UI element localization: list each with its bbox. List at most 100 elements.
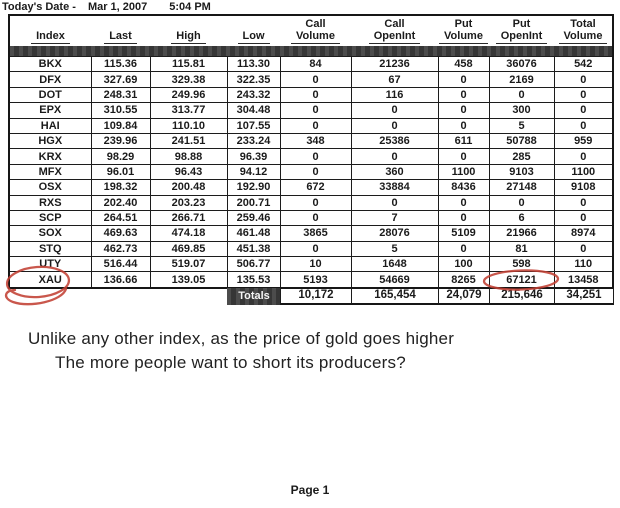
table-row: DFX 327.69 329.38 322.35 0 67 0 2169 0	[8, 71, 614, 88]
totals-row: Totals 10,172 165,454 24,079 215,646 34,…	[227, 288, 614, 305]
value-cell: 36076	[488, 55, 555, 73]
value-cell: 0	[437, 86, 490, 104]
value-cell: 54669	[350, 271, 439, 289]
value-cell: 611	[437, 132, 490, 150]
value-cell: 0	[553, 194, 614, 211]
col-header-put-volume-label: Volume	[439, 30, 488, 44]
options-data-table: Call Call Put Put Total Index Last High …	[8, 14, 614, 289]
header-spacer	[9, 15, 91, 30]
date-label: Today's Date -	[2, 1, 76, 13]
table-row: HGX 239.96 241.51 233.24 348 25386 611 50788 959	[8, 132, 614, 150]
value-cell: 0	[279, 86, 352, 104]
index-cell: KRX	[8, 148, 92, 165]
value-cell: 285	[488, 148, 555, 165]
value-cell: 5	[488, 117, 555, 134]
value-cell: 0	[279, 117, 352, 134]
value-cell: 116	[350, 86, 439, 104]
value-cell: 113.30	[226, 55, 281, 73]
value-cell: 0	[488, 194, 555, 211]
col-header-put-openint: OpenInt	[489, 30, 554, 46]
value-cell: 96.39	[226, 148, 281, 165]
value-cell: 0	[553, 117, 614, 134]
value-cell: 67	[350, 71, 439, 88]
value-cell: 259.46	[226, 209, 281, 227]
value-cell: 115.36	[90, 55, 151, 73]
totals-put-openint: 215,646	[489, 288, 555, 305]
value-cell: 136.66	[90, 271, 151, 289]
value-cell: 8265	[437, 271, 490, 289]
col-header-call-openint: OpenInt	[351, 30, 438, 46]
value-cell: 0	[553, 209, 614, 227]
header-spacer	[227, 15, 280, 30]
index-cell: BKX	[8, 55, 92, 73]
page-number: Page 1	[290, 483, 330, 497]
index-cell: UTY	[8, 256, 92, 273]
value-cell: 458	[437, 55, 490, 73]
value-cell: 360	[350, 163, 439, 181]
col-group-call-openint: Call	[384, 18, 405, 30]
col-header-total-volume-label: Volume	[558, 30, 608, 44]
value-cell: 0	[350, 148, 439, 165]
col-header-call-openint-label: OpenInt	[368, 30, 421, 44]
value-cell: 5	[350, 240, 439, 258]
value-cell: 96.01	[90, 163, 151, 181]
col-header-call-volume-label: Volume	[291, 30, 340, 44]
value-cell: 248.31	[90, 86, 151, 104]
time-value: 5:04 PM	[169, 1, 211, 13]
value-cell: 98.29	[90, 148, 151, 165]
value-cell: 0	[437, 71, 490, 88]
value-cell: 469.63	[90, 225, 151, 242]
value-cell: 96.43	[149, 163, 228, 181]
value-cell: 462.73	[90, 240, 151, 258]
value-cell: 203.23	[149, 194, 228, 211]
commentary-line2: The more people want to short its produc…	[55, 353, 406, 372]
col-header-put-volume: Volume	[438, 30, 489, 46]
col-header-call-volume: Volume	[280, 30, 351, 46]
value-cell: 322.35	[226, 71, 281, 88]
totals-put-volume: 24,079	[438, 288, 490, 305]
value-cell: 516.44	[90, 256, 151, 273]
value-cell: 9103	[488, 163, 555, 181]
value-cell: 0	[279, 163, 352, 181]
date-value: Mar 1, 2007	[87, 1, 148, 13]
value-cell: 0	[279, 240, 352, 258]
value-cell: 0	[279, 209, 352, 227]
col-group-total-volume: Total	[570, 18, 596, 30]
table-row: HAI 109.84 110.10 107.55 0 0 0 5 0	[8, 117, 614, 134]
value-cell: 198.32	[90, 179, 151, 196]
value-cell: 0	[279, 148, 352, 165]
value-cell: 0	[488, 86, 555, 104]
value-cell: 5193	[279, 271, 352, 289]
col-header-low-label: Low	[237, 30, 270, 44]
value-cell: 25386	[350, 132, 439, 150]
xau-circle-tail	[4, 287, 68, 306]
value-cell: 109.84	[90, 117, 151, 134]
table-row: UTY 516.44 519.07 506.77 10 1648 100 598 110	[8, 256, 614, 273]
value-cell: 84	[279, 55, 352, 73]
col-group-put-openint: Put	[512, 18, 531, 30]
value-cell: 0	[437, 102, 490, 119]
value-cell: 1100	[437, 163, 490, 181]
value-cell: 200.48	[149, 179, 228, 196]
index-cell: MFX	[8, 163, 92, 181]
value-cell: 310.55	[90, 102, 151, 119]
separator-band-row	[9, 46, 613, 57]
value-cell: 1648	[350, 256, 439, 273]
col-header-last-label: Last	[104, 30, 137, 44]
index-cell: SCP	[8, 209, 92, 227]
value-cell: 0	[437, 194, 490, 211]
value-cell: 461.48	[226, 225, 281, 242]
col-header-high: High	[150, 30, 227, 46]
value-cell: 67121	[488, 271, 555, 289]
value-cell: 451.38	[226, 240, 281, 258]
value-cell: 329.38	[149, 71, 228, 88]
col-header-index-label: Index	[31, 30, 70, 44]
value-cell: 13458	[553, 271, 614, 289]
value-cell: 202.40	[90, 194, 151, 211]
totals-call-volume: 10,172	[280, 288, 352, 305]
col-header-put-openint-label: OpenInt	[495, 30, 548, 44]
value-cell: 506.77	[226, 256, 281, 273]
value-cell: 0	[437, 117, 490, 134]
separator-band	[9, 46, 613, 57]
value-cell: 348	[279, 132, 352, 150]
